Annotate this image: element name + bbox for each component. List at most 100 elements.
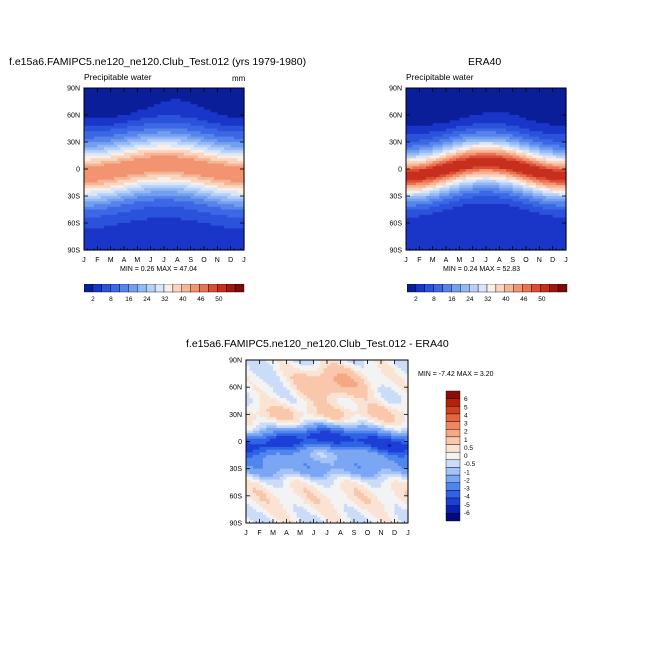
heatmap-cell [194, 206, 198, 211]
heatmap-cell [157, 193, 162, 197]
heatmap-cell [234, 182, 238, 186]
heatmap-cell [419, 150, 424, 154]
heatmap-cell [114, 112, 118, 116]
heatmap-cell [174, 166, 178, 170]
heatmap-cell [536, 98, 540, 103]
heatmap-cell [147, 204, 152, 208]
heatmap-cell [536, 179, 540, 184]
heatmap-cell [436, 144, 440, 148]
heatmap-cell [134, 201, 138, 205]
heatmap-cell [466, 123, 470, 127]
heatmap-cell [237, 150, 242, 154]
heatmap-cell [117, 239, 122, 243]
heatmap-cell [499, 93, 504, 97]
heatmap-cell [197, 190, 202, 194]
heatmap-cell [422, 187, 427, 192]
heatmap-cell [157, 241, 162, 246]
heatmap-cell [177, 233, 182, 238]
heatmap-cell [164, 152, 168, 157]
heatmap-cell [110, 228, 115, 232]
heatmap-cell [217, 163, 222, 167]
heatmap-cell [499, 169, 504, 173]
heatmap-cell [516, 177, 520, 181]
heatmap-cell [87, 198, 92, 202]
heatmap-cell [90, 220, 95, 224]
heatmap-cell [154, 217, 158, 221]
heatmap-cell [452, 96, 457, 100]
heatmap-cell [459, 133, 464, 138]
heatmap-cell [409, 185, 414, 189]
heatmap-cell [177, 198, 182, 202]
heatmap-cell [157, 163, 162, 167]
heatmap-cell [134, 160, 138, 165]
heatmap-cell [442, 179, 447, 184]
heatmap-cell [147, 96, 152, 100]
heatmap-cell [170, 128, 175, 132]
heatmap-cell [214, 217, 218, 221]
heatmap-cell [94, 233, 98, 238]
heatmap-cell [200, 128, 205, 132]
heatmap-cell [436, 139, 440, 143]
heatmap-cell [419, 139, 424, 143]
heatmap-cell [546, 106, 550, 111]
heatmap-cell [220, 177, 225, 181]
heatmap-cell [506, 177, 510, 181]
heatmap-cell [489, 93, 494, 97]
heatmap-cell [127, 144, 132, 148]
heatmap-cell [479, 158, 484, 162]
heatmap-cell [496, 104, 500, 108]
heatmap-cell [559, 131, 564, 135]
heatmap-cell [114, 223, 118, 227]
heatmap-cell [439, 193, 444, 197]
heatmap-cell [419, 98, 424, 103]
heatmap-cell [107, 182, 112, 186]
heatmap-cell [144, 104, 148, 108]
heatmap-cell [482, 109, 487, 113]
heatmap-cell [546, 101, 550, 105]
heatmap-cell [230, 101, 235, 105]
heatmap-cell [419, 190, 424, 194]
heatmap-cell [167, 201, 172, 205]
heatmap-cell [499, 115, 504, 119]
heatmap-cell [542, 196, 547, 200]
heatmap-cell [559, 142, 564, 146]
heatmap-cell [210, 174, 215, 178]
heatmap-cell [140, 201, 145, 205]
heatmap-cell [436, 196, 440, 200]
heatmap-cell [462, 101, 467, 105]
heatmap-cell [459, 120, 464, 124]
heatmap-cell [529, 142, 534, 146]
heatmap-cell [426, 144, 430, 148]
heatmap-cell [466, 193, 470, 197]
heatmap-cell [150, 239, 155, 243]
heatmap-cell [154, 155, 158, 159]
heatmap-cell [117, 193, 122, 197]
heatmap-cell [214, 158, 218, 162]
heatmap-cell [164, 201, 168, 205]
heatmap-cell [462, 142, 467, 146]
heatmap-cell [167, 142, 172, 146]
heatmap-cell [120, 169, 125, 173]
heatmap-cell [104, 223, 108, 227]
heatmap-cell [412, 131, 417, 135]
heatmap-cell [429, 104, 434, 108]
heatmap-cell [406, 104, 410, 108]
heatmap-cell [90, 233, 95, 238]
heatmap-cell [134, 241, 138, 246]
heatmap-cell [170, 93, 175, 97]
heatmap-cell [157, 109, 162, 113]
heatmap-cell [160, 198, 165, 202]
heatmap-cell [107, 169, 112, 173]
heatmap-cell [137, 166, 142, 170]
heatmap-cell [124, 123, 128, 127]
heatmap-cell [486, 93, 490, 97]
heatmap-cell [486, 198, 490, 202]
heatmap-cell [140, 177, 145, 181]
heatmap-cell [469, 123, 474, 127]
heatmap-cell [197, 206, 202, 211]
heatmap-cell [492, 177, 497, 181]
heatmap-cell [107, 198, 112, 202]
heatmap-cell [170, 190, 175, 194]
heatmap-cell [406, 144, 410, 148]
heatmap-cell [110, 212, 115, 216]
